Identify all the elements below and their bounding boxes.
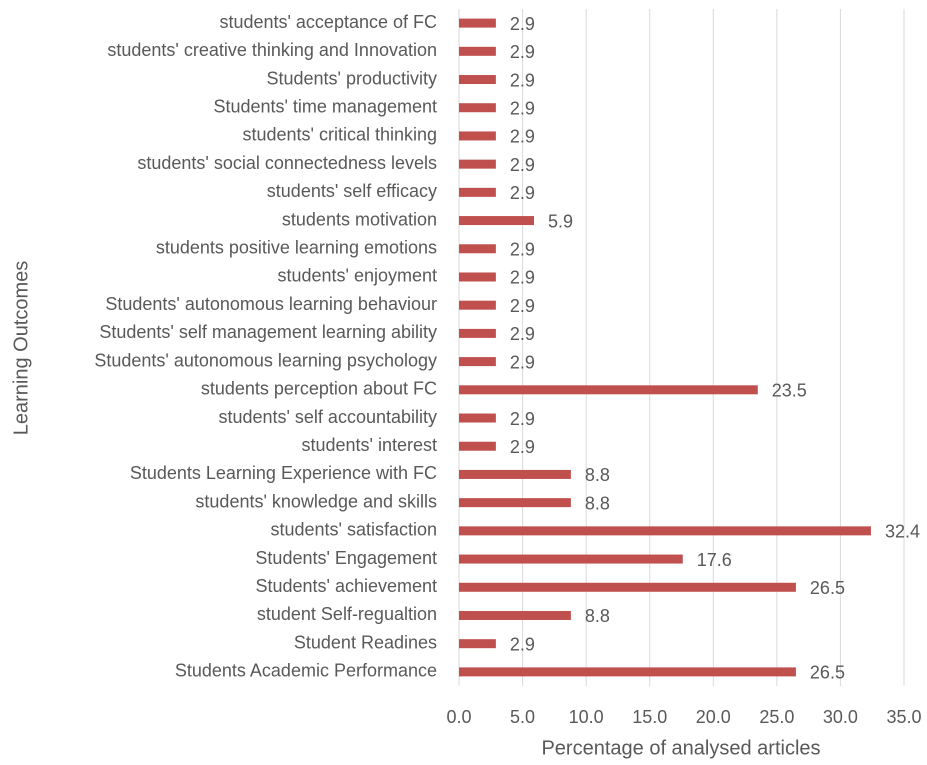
- data-label: 2.9: [510, 42, 535, 62]
- data-label: 2.9: [510, 409, 535, 429]
- data-label: 2.9: [510, 98, 535, 118]
- data-label: 8.8: [585, 606, 610, 626]
- y-tick-label: students' acceptance of FC: [219, 12, 437, 32]
- x-tick-label: 25.0: [759, 707, 794, 727]
- x-tick-label: 0.0: [446, 707, 471, 727]
- bar: [459, 441, 496, 451]
- x-axis-title: Percentage of analysed articles: [541, 737, 820, 759]
- data-label: 8.8: [585, 465, 610, 485]
- bar: [459, 554, 683, 564]
- bar: [459, 582, 796, 592]
- data-label: 17.6: [697, 550, 732, 570]
- bar: [459, 385, 758, 395]
- bar: [459, 413, 496, 423]
- data-label: 5.9: [548, 211, 573, 231]
- data-label: 2.9: [510, 240, 535, 260]
- y-tick-label: students' knowledge and skills: [195, 491, 437, 511]
- y-tick-label: Student Readines: [294, 632, 437, 652]
- bar: [459, 328, 496, 338]
- y-axis-title: Learning Outcomes: [10, 261, 32, 436]
- bar: [459, 216, 535, 226]
- y-tick-label: students' self efficacy: [267, 181, 437, 201]
- y-tick-label: student Self-regualtion: [257, 604, 437, 624]
- bar: [459, 357, 496, 367]
- bar: [459, 272, 496, 282]
- data-label: 2.9: [510, 324, 535, 344]
- bar: [459, 469, 571, 479]
- y-tick-label: students' critical thinking: [242, 125, 437, 145]
- data-label: 26.5: [810, 663, 845, 683]
- bar: [459, 18, 496, 28]
- y-tick-label: Students' autonomous learning psychology: [94, 350, 437, 370]
- data-label: 2.9: [510, 268, 535, 288]
- y-tick-label: students motivation: [282, 209, 437, 229]
- data-label: 2.9: [510, 352, 535, 372]
- data-label: 26.5: [810, 578, 845, 598]
- x-tick-label: 30.0: [823, 707, 858, 727]
- y-tick-label: Students' achievement: [255, 576, 437, 596]
- x-tick-label: 35.0: [886, 707, 921, 727]
- data-label: 2.9: [510, 70, 535, 90]
- bar: [459, 46, 496, 56]
- bar: [459, 526, 871, 536]
- bar: [459, 667, 796, 677]
- y-tick-label: Students' productivity: [266, 68, 437, 88]
- data-label: 2.9: [510, 14, 535, 34]
- x-tick-label: 15.0: [632, 707, 667, 727]
- y-tick-label: students' enjoyment: [277, 266, 437, 286]
- y-tick-label: students' social connectedness levels: [137, 153, 437, 173]
- y-tick-label: students' creative thinking and Innovati…: [107, 40, 437, 60]
- data-label: 2.9: [510, 155, 535, 175]
- data-label: 23.5: [772, 381, 807, 401]
- bar: [459, 159, 496, 169]
- bar: [459, 75, 496, 85]
- bar: [459, 244, 496, 254]
- y-tick-label: students' self accountability: [218, 407, 437, 427]
- bar: [459, 187, 496, 197]
- y-tick-label: Students Learning Experience with FC: [130, 463, 437, 483]
- data-label: 2.9: [510, 183, 535, 203]
- data-label: 2.9: [510, 127, 535, 147]
- bar: [459, 498, 571, 508]
- x-tick-label: 5.0: [510, 707, 535, 727]
- data-label: 32.4: [885, 522, 920, 542]
- y-tick-label: Students' self management learning abili…: [99, 322, 437, 342]
- data-label: 2.9: [510, 296, 535, 316]
- data-label: 2.9: [510, 634, 535, 654]
- data-label: 8.8: [585, 493, 610, 513]
- x-tick-label: 20.0: [696, 707, 731, 727]
- bar: [459, 639, 496, 649]
- y-tick-label: students' satisfaction: [270, 520, 437, 540]
- bar: [459, 610, 571, 620]
- bar: [459, 103, 496, 113]
- bar: [459, 131, 496, 141]
- y-tick-label: Students Academic Performance: [175, 661, 437, 681]
- y-tick-label: students perception about FC: [201, 379, 437, 399]
- data-label: 2.9: [510, 437, 535, 457]
- y-tick-label: Students' time management: [213, 96, 437, 116]
- y-tick-label: Students' autonomous learning behaviour: [105, 294, 437, 314]
- y-tick-label: students positive learning emotions: [156, 238, 437, 258]
- x-tick-label: 10.0: [569, 707, 604, 727]
- y-tick-label: Students' Engagement: [255, 548, 437, 568]
- y-tick-label: students' interest: [301, 435, 437, 455]
- bar: [459, 300, 496, 310]
